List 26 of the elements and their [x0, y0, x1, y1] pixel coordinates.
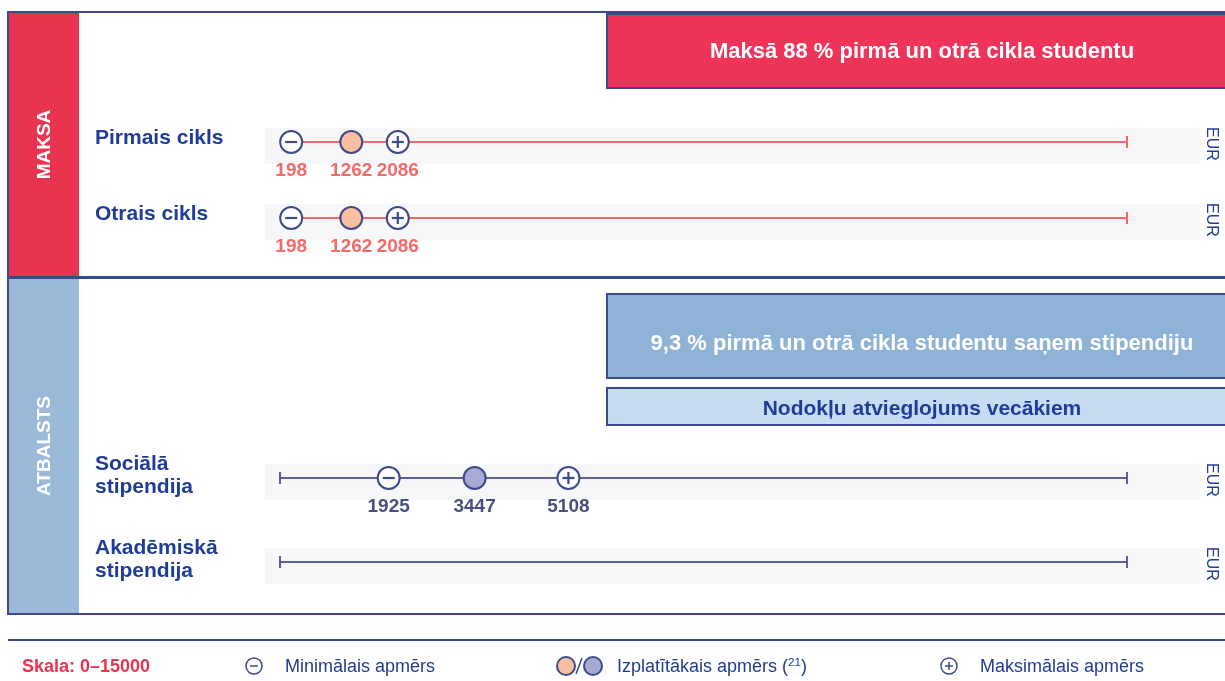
text: EUR	[1204, 463, 1221, 497]
data-label: 2086	[376, 235, 419, 256]
data-label: 5108	[547, 495, 590, 516]
legend-label: Izplatītākais apmērs ($^{21}$)	[617, 654, 808, 676]
category-label: Akadēmiskā stipendija	[95, 535, 218, 581]
text: Maksā 88 % pirmā un otrā cikla studentu	[709, 38, 1135, 63]
text: EUR	[1204, 547, 1221, 581]
data-label: 1262	[330, 235, 373, 256]
data-label: 2086	[376, 159, 419, 180]
text: EUR	[1204, 127, 1221, 161]
text: MAKSA	[33, 109, 54, 180]
category-label: Otrais cikls	[95, 201, 209, 224]
text: 9,3 % pirmā un otrā cikla studentu saņem stipendiju	[650, 330, 1194, 355]
data-label: 198	[275, 235, 308, 256]
data-label: 198	[275, 159, 308, 180]
text: Nodokļu atvieglojums vecākiem	[762, 396, 1082, 419]
legend-label: Minimālais apmērs	[285, 656, 436, 676]
category-label: Sociālā stipendija	[95, 451, 194, 497]
text: ATBALSTS	[33, 396, 54, 496]
category-label: Pirmais cikls	[95, 125, 224, 148]
text: Skala: 0–15000	[22, 656, 151, 676]
data-label: 1262	[330, 159, 373, 180]
data-label: 3447	[453, 495, 496, 516]
data-label: 1925	[367, 495, 411, 516]
legend-label: Maksimālais apmērs	[980, 656, 1145, 676]
text: EUR	[1204, 203, 1221, 237]
